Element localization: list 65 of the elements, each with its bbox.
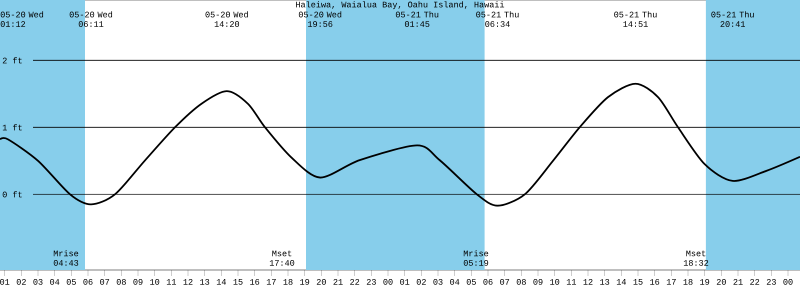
x-tick-label: 06 [83,279,93,285]
x-tick-label: 04 [450,279,460,285]
x-tick-label: 13 [600,279,610,285]
x-tick-label: 20 [716,279,726,285]
x-tick-label: 05 [66,279,76,285]
x-tick-label: 14 [616,279,626,285]
x-tick-label: 09 [533,279,543,285]
x-tick-label: 19 [300,279,310,285]
x-tick-label: 18 [684,279,693,285]
x-tick-label: 07 [500,279,510,285]
x-tick-label: 11 [166,279,176,285]
x-tick-label: 06 [483,279,493,285]
x-tick-label: 08 [116,279,126,285]
x-tick-label: 19 [700,279,710,285]
x-tick-label: 13 [200,279,210,285]
x-tick-label: 04 [50,279,60,285]
x-tick-label: 21 [734,279,743,285]
x-tick-label: 14 [216,279,226,285]
x-tick-label: 02 [16,279,26,285]
annotation: Mrise 05:19 [464,250,488,266]
annotation: 05-20 Wed 19:56 [298,11,342,27]
x-tick-label: 09 [133,279,143,285]
x-tick-label: 22 [750,279,760,285]
x-tick-label: 23 [366,279,376,285]
x-tick-label: 16 [250,279,260,285]
annotation: Mrise 04:43 [54,250,78,266]
x-tick-label: 12 [184,279,193,285]
chart-title: Haleiwa, Waialua Bay, Oahu Island, Hawaii [296,1,504,10]
annotation: 05-20 Wed 14:20 [206,11,248,27]
x-tick-label: 16 [650,279,660,285]
annotation: 05-20 Wed 06:11 [70,11,112,27]
x-tick-label: 15 [234,279,243,285]
x-tick-label: 18 [284,279,293,285]
annotation: Mset 18:32 [684,250,708,266]
x-tick-label: 17 [666,279,676,285]
x-tick-label: 12 [584,279,593,285]
annotation: Mset 17:40 [270,250,294,266]
x-tick-label: 21 [334,279,343,285]
x-tick-label: 00 [783,279,793,285]
annotation: 05-21 Thu 14:51 [614,11,657,27]
x-tick-label: 07 [100,279,110,285]
x-tick-label: 08 [516,279,526,285]
x-tick-label: 23 [766,279,776,285]
x-tick-label: 00 [383,279,393,285]
x-tick-label: 17 [266,279,276,285]
x-tick-label: 11 [566,279,576,285]
y-tick-label: 0 ft [2,191,22,198]
x-tick-label: 10 [150,279,160,285]
x-tick-label: 03 [433,279,443,285]
x-tick-label: 10 [550,279,560,285]
x-tick-label: 20 [316,279,326,285]
annotation: 05-21 Thu 20:41 [711,11,754,27]
annotation: 05-20 Wed 01:12 [0,11,44,27]
y-tick-label: 2 ft [2,57,22,64]
annotation: 05-21 Thu 06:34 [476,11,519,27]
x-tick-label: 01 [0,279,10,285]
x-tick-label: 05 [466,279,476,285]
x-tick-label: 01 [400,279,410,285]
x-tick-label: 22 [350,279,360,285]
annotation: 05-21 Thu 01:45 [396,11,438,27]
y-tick-label: 1 ft [2,124,22,130]
line-series [0,82,800,207]
x-tick-label: 02 [416,279,426,285]
x-tick-label: 03 [33,279,43,285]
x-tick-label: 15 [634,279,643,285]
